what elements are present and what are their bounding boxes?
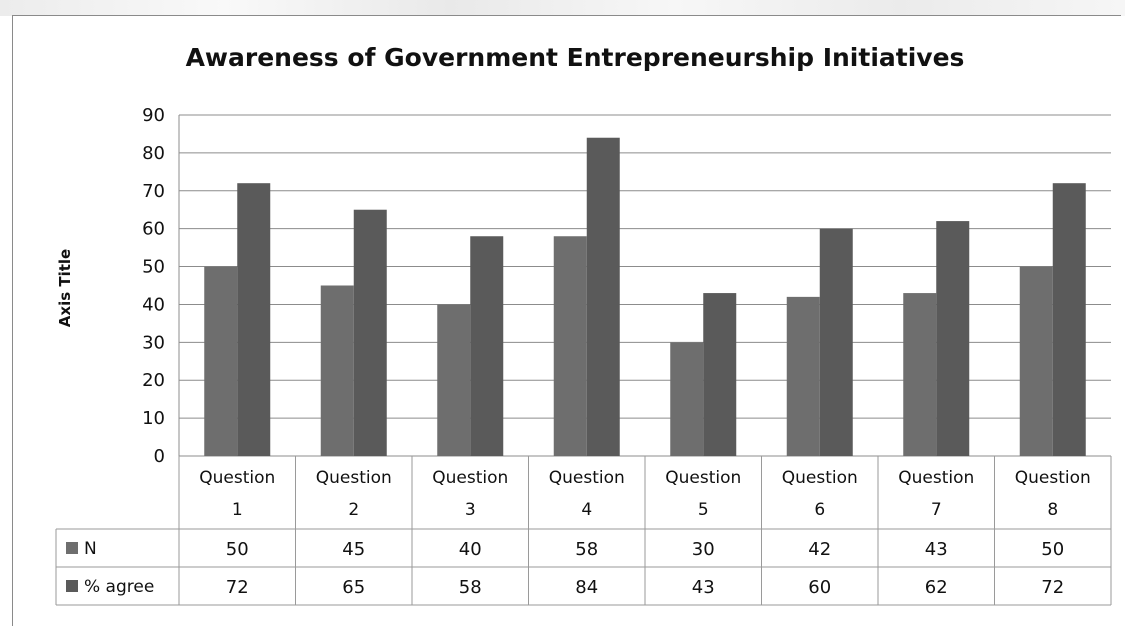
category-label: Question (549, 468, 625, 488)
bar-n (553, 236, 587, 456)
chart-title: Awareness of Government Entrepreneurship… (185, 43, 965, 72)
y-tick-label: 90 (142, 105, 165, 126)
category-label: 3 (465, 500, 476, 520)
bar-percent-agree (470, 236, 504, 456)
bar-percent-agree (1052, 183, 1086, 456)
category-label: 8 (1047, 500, 1058, 520)
table-cell: 58 (575, 539, 598, 560)
table-cell: 65 (342, 577, 365, 598)
table-cell: 50 (226, 539, 249, 560)
category-label: 1 (232, 500, 243, 520)
table-cell: 45 (342, 539, 365, 560)
category-label: Question (1015, 468, 1091, 488)
category-label: 7 (931, 500, 942, 520)
table-cell: 40 (459, 539, 482, 560)
y-tick-label: 10 (142, 408, 165, 429)
table-cell: 43 (692, 577, 715, 598)
y-tick-labels: 0 10 20 30 40 50 60 70 80 90 (142, 105, 165, 467)
category-label: 6 (814, 500, 825, 520)
table-cell: 50 (1041, 539, 1064, 560)
bar-percent-agree (936, 221, 970, 456)
y-tick-label: 20 (142, 370, 165, 391)
category-label: Question (782, 468, 858, 488)
y-tick-label: 80 (142, 143, 165, 164)
y-tick-label: 50 (142, 257, 165, 278)
category-label: 5 (698, 500, 709, 520)
legend-label-n: N (84, 539, 97, 559)
data-table: Question 1 Question 2 Question 3 Question 4 Ques… (55, 456, 1112, 606)
bar-percent-agree (586, 137, 620, 456)
category-label: Question (199, 468, 275, 488)
top-background-strip (0, 0, 1125, 16)
legend-key-percent-agree (66, 580, 78, 592)
bar-percent-agree (819, 228, 853, 456)
legend-label-percent-agree: % agree (84, 577, 154, 597)
bar-n (320, 285, 354, 456)
gridlines (178, 114, 1111, 457)
legend-key-n (66, 542, 78, 554)
chart-frame (12, 15, 1121, 626)
y-tick-label: 40 (142, 294, 165, 315)
table-cell: 43 (925, 539, 948, 560)
category-label: 2 (348, 500, 359, 520)
bar-percent-agree (703, 293, 737, 456)
table-cell: 42 (808, 539, 831, 560)
bar-n (903, 293, 937, 456)
y-tick-label: 0 (154, 446, 165, 467)
bar-percent-agree (237, 183, 271, 456)
bar-n (204, 266, 238, 456)
table-cell: 84 (575, 577, 598, 598)
category-label: Question (432, 468, 508, 488)
table-cell: 60 (808, 577, 831, 598)
y-tick-label: 60 (142, 219, 165, 240)
bar-n (437, 304, 471, 456)
table-cell: 72 (226, 577, 249, 598)
table-cell: 72 (1041, 577, 1064, 598)
bar-percent-agree (353, 209, 387, 456)
table-cell: 58 (459, 577, 482, 598)
bar-n (786, 296, 820, 456)
table-cell: 62 (925, 577, 948, 598)
category-label: 4 (581, 500, 592, 520)
category-label: Question (316, 468, 392, 488)
bars (204, 137, 1086, 456)
category-label: Question (665, 468, 741, 488)
bar-n (1019, 266, 1053, 456)
bar-n (670, 342, 704, 456)
table-cell: 30 (692, 539, 715, 560)
category-label: Question (898, 468, 974, 488)
y-tick-label: 30 (142, 332, 165, 353)
y-tick-label: 70 (142, 181, 165, 202)
